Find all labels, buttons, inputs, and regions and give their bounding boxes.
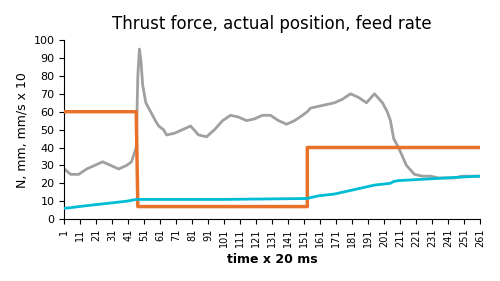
Title: Thrust force, actual position, feed rate: Thrust force, actual position, feed rate: [112, 15, 432, 33]
X-axis label: time x 20 ms: time x 20 ms: [227, 253, 318, 266]
Y-axis label: N, mm, mm/s x 10: N, mm, mm/s x 10: [15, 72, 28, 187]
